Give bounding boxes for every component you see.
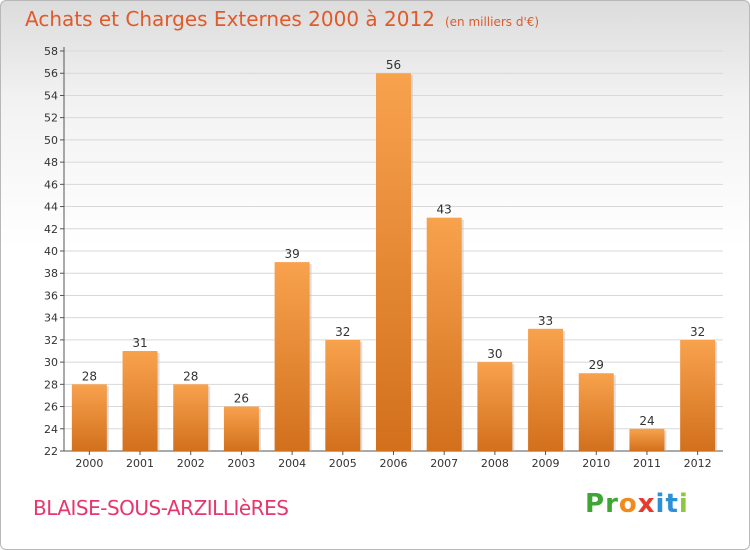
data-label: 32 xyxy=(690,325,705,339)
y-tick-label: 52 xyxy=(44,112,58,125)
bar xyxy=(325,339,361,451)
y-tick-label: 54 xyxy=(44,89,58,102)
y-tick-label: 36 xyxy=(44,289,58,302)
data-label: 30 xyxy=(487,347,502,361)
bar xyxy=(173,384,209,451)
chart-title-text: Achats et Charges Externes 2000 à 2012 xyxy=(25,7,435,31)
logo-letter: i xyxy=(655,489,666,519)
logo-letter: r xyxy=(605,489,619,519)
data-label: 39 xyxy=(284,247,299,261)
bars xyxy=(71,73,718,451)
x-tick-label: 2006 xyxy=(380,457,408,470)
x-tick-label: 2009 xyxy=(532,457,560,470)
labels: 22 24 26 28 30 32 34 36 38 40 42 44 46 48 50 52 54 56 58 28… xyxy=(44,45,712,470)
x-tick-label: 2012 xyxy=(684,457,712,470)
chart-subtitle: (en milliers d'€) xyxy=(444,15,540,29)
y-tick-label: 48 xyxy=(44,156,58,169)
y-tick-label: 30 xyxy=(44,356,58,369)
x-tick-label: 2000 xyxy=(75,457,103,470)
chart-title: Achats et Charges Externes 2000 à 2012 (e… xyxy=(25,7,539,31)
bar xyxy=(122,351,158,451)
bar xyxy=(223,406,259,451)
x-tick-label: 2005 xyxy=(329,457,357,470)
bar xyxy=(376,73,411,451)
y-tick-label: 32 xyxy=(44,334,58,347)
y-tick-label: 40 xyxy=(44,245,58,258)
data-label: 28 xyxy=(183,369,198,383)
logo-letter: i xyxy=(678,489,689,519)
proxiti-logo[interactable]: Proxiti xyxy=(585,489,689,519)
logo-letter: x xyxy=(637,489,656,519)
bar xyxy=(274,262,310,451)
data-label: 31 xyxy=(132,336,147,350)
y-tick-label: 50 xyxy=(44,134,58,147)
y-tick-label: 24 xyxy=(44,423,58,436)
logo-letter: t xyxy=(665,489,679,519)
bar xyxy=(578,373,614,451)
commune-name: BLAISE-SOUS-ARZILLIèRES xyxy=(33,496,289,520)
x-tick-label: 2010 xyxy=(582,457,610,470)
y-tick-label: 26 xyxy=(44,401,58,414)
y-tick-label: 34 xyxy=(44,312,58,325)
y-tick-label: 42 xyxy=(44,223,58,236)
data-label: 33 xyxy=(538,314,553,328)
x-tick-label: 2004 xyxy=(278,457,306,470)
bar xyxy=(426,217,462,451)
y-tick-label: 58 xyxy=(44,45,58,58)
bar xyxy=(680,339,716,451)
bar xyxy=(528,328,564,451)
bar xyxy=(629,428,665,451)
bar xyxy=(477,362,513,451)
x-tick-label: 2011 xyxy=(633,457,661,470)
x-tick-label: 2007 xyxy=(430,457,458,470)
y-tick-label: 38 xyxy=(44,267,58,280)
y-tick-label: 56 xyxy=(44,67,58,80)
y-tick-label: 28 xyxy=(44,378,58,391)
logo-letter: o xyxy=(618,489,638,519)
x-tick-label: 2002 xyxy=(177,457,205,470)
data-label: 26 xyxy=(234,392,249,406)
logo-letter: P xyxy=(585,489,606,519)
x-tick-label: 2001 xyxy=(126,457,154,470)
data-label: 43 xyxy=(437,203,452,217)
data-label: 24 xyxy=(639,414,654,428)
y-tick-label: 46 xyxy=(44,178,58,191)
data-label: 32 xyxy=(335,325,350,339)
y-tick-label: 22 xyxy=(44,445,58,458)
data-label: 56 xyxy=(386,58,401,72)
data-label: 29 xyxy=(589,358,604,372)
y-tick-label: 44 xyxy=(44,201,58,214)
x-tick-label: 2003 xyxy=(227,457,255,470)
x-tick-label: 2008 xyxy=(481,457,509,470)
bar xyxy=(71,384,107,451)
data-label: 28 xyxy=(82,369,97,383)
